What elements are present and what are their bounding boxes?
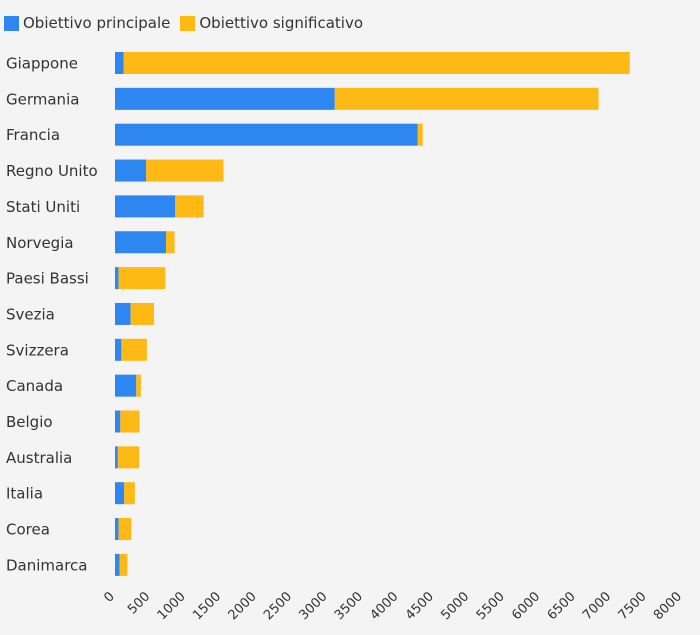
bar-segment-primary[interactable] bbox=[115, 195, 176, 218]
category-label: Italia bbox=[6, 485, 43, 503]
bar-segment-primary[interactable] bbox=[115, 123, 418, 146]
bar-segment-primary[interactable] bbox=[115, 231, 167, 254]
bar-segment-primary[interactable] bbox=[115, 52, 124, 74]
x-tick-label: 7000 bbox=[580, 589, 614, 623]
bar-segment-significant[interactable] bbox=[118, 518, 132, 541]
bar-segment-significant[interactable] bbox=[124, 482, 135, 505]
category-label: Danimarca bbox=[6, 556, 88, 574]
bar-segment-primary[interactable] bbox=[115, 338, 122, 361]
bar-segment-primary[interactable] bbox=[115, 482, 125, 505]
x-tick-label: 2000 bbox=[226, 589, 260, 623]
bar-segment-significant[interactable] bbox=[334, 87, 599, 110]
bar-segment-significant[interactable] bbox=[130, 302, 154, 325]
category-label: Giappone bbox=[6, 55, 78, 73]
category-label: Belgio bbox=[6, 413, 53, 431]
x-tick-label: 3000 bbox=[297, 589, 331, 623]
x-tick-label: 7500 bbox=[616, 589, 650, 623]
x-tick-label: 1500 bbox=[190, 589, 224, 623]
category-label: Germania bbox=[6, 90, 79, 108]
bar-segment-significant[interactable] bbox=[417, 123, 423, 146]
x-tick-label: 8000 bbox=[651, 589, 685, 623]
bar-segment-primary[interactable] bbox=[115, 446, 118, 469]
x-tick-label: 2500 bbox=[261, 589, 295, 623]
category-label: Regno Unito bbox=[6, 162, 98, 180]
bar-segment-primary[interactable] bbox=[115, 374, 137, 397]
legend-label-primary: Obiettivo principale bbox=[23, 14, 171, 32]
bar-segment-primary[interactable] bbox=[115, 159, 147, 182]
legend-swatch-primary bbox=[4, 15, 19, 31]
legend-swatch-significant bbox=[180, 15, 196, 31]
bar-segment-primary[interactable] bbox=[115, 553, 120, 576]
x-tick-label: 5500 bbox=[474, 589, 508, 623]
bar-segment-primary[interactable] bbox=[115, 410, 121, 433]
bar-segment-significant[interactable] bbox=[120, 410, 140, 433]
x-tick-label: 3500 bbox=[332, 589, 366, 623]
bar-segment-primary[interactable] bbox=[115, 87, 335, 110]
bar-segment-significant[interactable] bbox=[121, 338, 147, 361]
category-label: Australia bbox=[6, 449, 72, 467]
x-tick-label: 1000 bbox=[155, 589, 189, 623]
x-tick-label: 4500 bbox=[403, 589, 437, 623]
bar-segment-significant[interactable] bbox=[166, 231, 175, 254]
category-label: Svizzera bbox=[6, 341, 69, 359]
legend-item-significant[interactable]: Obiettivo significativo bbox=[180, 14, 363, 32]
legend-label-significant: Obiettivo significativo bbox=[199, 14, 364, 32]
category-label: Francia bbox=[6, 126, 60, 144]
legend-item-primary[interactable]: Obiettivo principale bbox=[4, 14, 170, 32]
x-tick-label: 6500 bbox=[545, 589, 579, 623]
category-label: Stati Uniti bbox=[6, 198, 80, 216]
category-label: Svezia bbox=[6, 305, 55, 323]
bar-segment-significant[interactable] bbox=[123, 52, 630, 74]
bar-segment-primary[interactable] bbox=[115, 302, 131, 325]
x-tick-label: 500 bbox=[125, 589, 153, 617]
bar-segment-significant[interactable] bbox=[117, 446, 140, 469]
x-tick-label: 0 bbox=[101, 589, 117, 605]
bar-segment-significant[interactable] bbox=[119, 553, 128, 576]
category-label: Paesi Bassi bbox=[6, 270, 89, 288]
x-tick-label: 5000 bbox=[438, 589, 472, 623]
category-label: Canada bbox=[6, 377, 63, 395]
bar-segment-significant[interactable] bbox=[175, 195, 204, 218]
legend: Obiettivo principale Obiettivo significa… bbox=[4, 13, 373, 33]
x-tick-label: 6000 bbox=[509, 589, 543, 623]
bar-segment-primary[interactable] bbox=[115, 267, 119, 290]
bar-segment-significant[interactable] bbox=[146, 159, 224, 182]
category-label: Norvegia bbox=[6, 234, 74, 252]
bar-segment-primary[interactable] bbox=[115, 518, 119, 541]
x-tick-label: 4000 bbox=[367, 589, 401, 623]
category-label: Corea bbox=[6, 521, 50, 539]
bar-segment-significant[interactable] bbox=[118, 267, 166, 290]
bar-segment-significant[interactable] bbox=[136, 374, 141, 397]
